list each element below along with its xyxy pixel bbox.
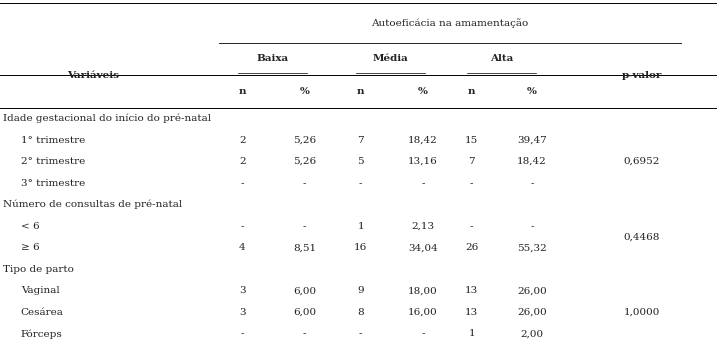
Text: 8,51: 8,51 — [293, 243, 316, 252]
Text: -: - — [470, 179, 473, 188]
Text: 18,42: 18,42 — [517, 157, 547, 166]
Text: n: n — [468, 87, 475, 96]
Text: -: - — [241, 222, 244, 231]
Text: Variáveis: Variáveis — [67, 71, 119, 80]
Text: 3° trimestre: 3° trimestre — [21, 179, 85, 188]
Text: 1: 1 — [468, 329, 475, 339]
Text: < 6: < 6 — [21, 222, 39, 231]
Text: 2: 2 — [239, 157, 246, 166]
Text: %: % — [418, 87, 428, 96]
Text: 9: 9 — [357, 286, 364, 295]
Text: Vaginal: Vaginal — [21, 286, 60, 295]
Text: n: n — [357, 87, 364, 96]
Text: -: - — [422, 329, 424, 339]
Text: 18,00: 18,00 — [408, 286, 438, 295]
Text: -: - — [303, 179, 306, 188]
Text: Autoeficácia na amamentação: Autoeficácia na amamentação — [371, 18, 528, 28]
Text: 5,26: 5,26 — [293, 135, 316, 145]
Text: -: - — [241, 179, 244, 188]
Text: Idade gestacional do início do pré-natal: Idade gestacional do início do pré-natal — [3, 114, 211, 123]
Text: n: n — [239, 87, 246, 96]
Text: Média: Média — [373, 54, 409, 64]
Text: -: - — [241, 329, 244, 339]
Text: 5,26: 5,26 — [293, 157, 316, 166]
Text: -: - — [359, 329, 362, 339]
Text: Número de consultas de pré-natal: Número de consultas de pré-natal — [3, 200, 182, 209]
Text: 13: 13 — [465, 308, 478, 317]
Text: 26: 26 — [465, 243, 478, 252]
Text: -: - — [303, 222, 306, 231]
Text: 39,47: 39,47 — [517, 135, 547, 145]
Text: 2: 2 — [239, 135, 246, 145]
Text: -: - — [422, 179, 424, 188]
Text: Cesárea: Cesárea — [21, 308, 64, 317]
Text: p-valor: p-valor — [622, 71, 662, 80]
Text: 3: 3 — [239, 286, 246, 295]
Text: 16,00: 16,00 — [408, 308, 438, 317]
Text: Fórceps: Fórceps — [21, 329, 62, 339]
Text: 26,00: 26,00 — [517, 308, 547, 317]
Text: 7: 7 — [468, 157, 475, 166]
Text: Alta: Alta — [490, 54, 513, 64]
Text: 13: 13 — [465, 286, 478, 295]
Text: %: % — [527, 87, 537, 96]
Text: ≥ 6: ≥ 6 — [21, 243, 39, 252]
Text: %: % — [300, 87, 310, 96]
Text: 2,13: 2,13 — [412, 222, 435, 231]
Text: 6,00: 6,00 — [293, 308, 316, 317]
Text: -: - — [531, 222, 533, 231]
Text: -: - — [531, 179, 533, 188]
Text: 16: 16 — [354, 243, 367, 252]
Text: 7: 7 — [357, 135, 364, 145]
Text: 2,00: 2,00 — [521, 329, 543, 339]
Text: 5: 5 — [357, 157, 364, 166]
Text: 3: 3 — [239, 308, 246, 317]
Text: 8: 8 — [357, 308, 364, 317]
Text: Tipo de parto: Tipo de parto — [3, 265, 74, 274]
Text: -: - — [470, 222, 473, 231]
Text: 15: 15 — [465, 135, 478, 145]
Text: 13,16: 13,16 — [408, 157, 438, 166]
Text: 55,32: 55,32 — [517, 243, 547, 252]
Text: -: - — [359, 179, 362, 188]
Text: 4: 4 — [239, 243, 246, 252]
Text: 6,00: 6,00 — [293, 286, 316, 295]
Text: Baixa: Baixa — [257, 54, 288, 64]
Text: 26,00: 26,00 — [517, 286, 547, 295]
Text: 1° trimestre: 1° trimestre — [21, 135, 85, 145]
Text: -: - — [303, 329, 306, 339]
Text: 34,04: 34,04 — [408, 243, 438, 252]
Text: 0,6952: 0,6952 — [624, 157, 660, 166]
Text: 1,0000: 1,0000 — [624, 308, 660, 317]
Text: 18,42: 18,42 — [408, 135, 438, 145]
Text: 1: 1 — [357, 222, 364, 231]
Text: 2° trimestre: 2° trimestre — [21, 157, 85, 166]
Text: 0,4468: 0,4468 — [624, 233, 660, 241]
